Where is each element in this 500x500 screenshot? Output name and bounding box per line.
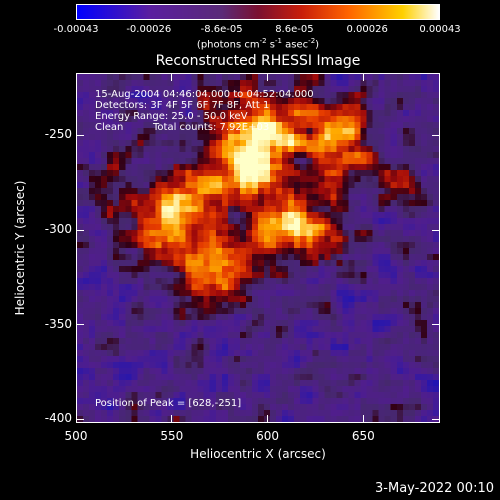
annotation-counts: Total counts: 7.92E+03 <box>153 122 270 133</box>
annotation-time-range: 15-Aug-2004 04:46:04.000 to 04:52:04.000 <box>95 89 314 100</box>
x-tick-mark <box>75 73 77 81</box>
y-axis-label: Heliocentric Y (arcsec) <box>13 180 27 316</box>
y-tick-label: -300 <box>44 222 72 237</box>
x-tick-mark <box>362 415 364 423</box>
colorbar-tick-label: 8.6e-05 <box>275 24 314 35</box>
x-tick-mark <box>267 415 269 423</box>
annotation-peak: Position of Peak = [628,-251] <box>95 398 242 409</box>
heatmap-image <box>77 74 439 422</box>
colorbar <box>76 4 440 20</box>
y-tick-mark <box>432 418 440 420</box>
y-tick-mark <box>76 324 84 326</box>
y-tick-mark <box>76 134 84 136</box>
annotation-method: Clean <box>95 122 124 133</box>
footer-date: 3-May-2022 00:10 <box>375 481 494 496</box>
x-tick-label: 550 <box>160 429 184 443</box>
y-tick-mark <box>76 229 84 231</box>
y-tick-label: -350 <box>44 316 72 331</box>
x-tick-label: 500 <box>64 429 88 443</box>
colorbar-unit-label: (photons cm-2 s-1 asec-2) <box>196 37 320 51</box>
colorbar-tick-label: 0.00026 <box>346 24 388 35</box>
x-tick-mark <box>267 73 269 81</box>
y-tick-mark <box>76 418 84 420</box>
y-tick-mark <box>432 324 440 326</box>
x-tick-label: 600 <box>256 429 280 443</box>
x-tick-mark <box>171 73 173 81</box>
chart-title: Reconstructed RHESSI Image <box>155 53 361 69</box>
colorbar-tick-label: -0.00043 <box>53 24 99 35</box>
y-tick-mark <box>432 134 440 136</box>
colorbar-tick-label: -0.00026 <box>126 24 172 35</box>
plot-area: 15-Aug-2004 04:46:04.000 to 04:52:04.000… <box>76 73 440 423</box>
colorbar-tick-label: 0.00043 <box>419 24 461 35</box>
x-tick-label: 650 <box>351 429 375 443</box>
annotation-energy: Energy Range: 25.0 - 50.0 keV <box>95 111 248 122</box>
y-tick-label: -400 <box>44 411 72 426</box>
colorbar-tick-label: -8.6e-05 <box>200 24 243 35</box>
y-tick-mark <box>432 229 440 231</box>
y-tick-label: -250 <box>44 127 72 142</box>
x-tick-mark <box>171 415 173 423</box>
x-tick-mark <box>362 73 364 81</box>
x-axis-label: Heliocentric X (arcsec) <box>190 447 326 461</box>
annotation-detectors: Detectors: 3F 4F 5F 6F 7F 8F, Att 1 <box>95 100 270 111</box>
